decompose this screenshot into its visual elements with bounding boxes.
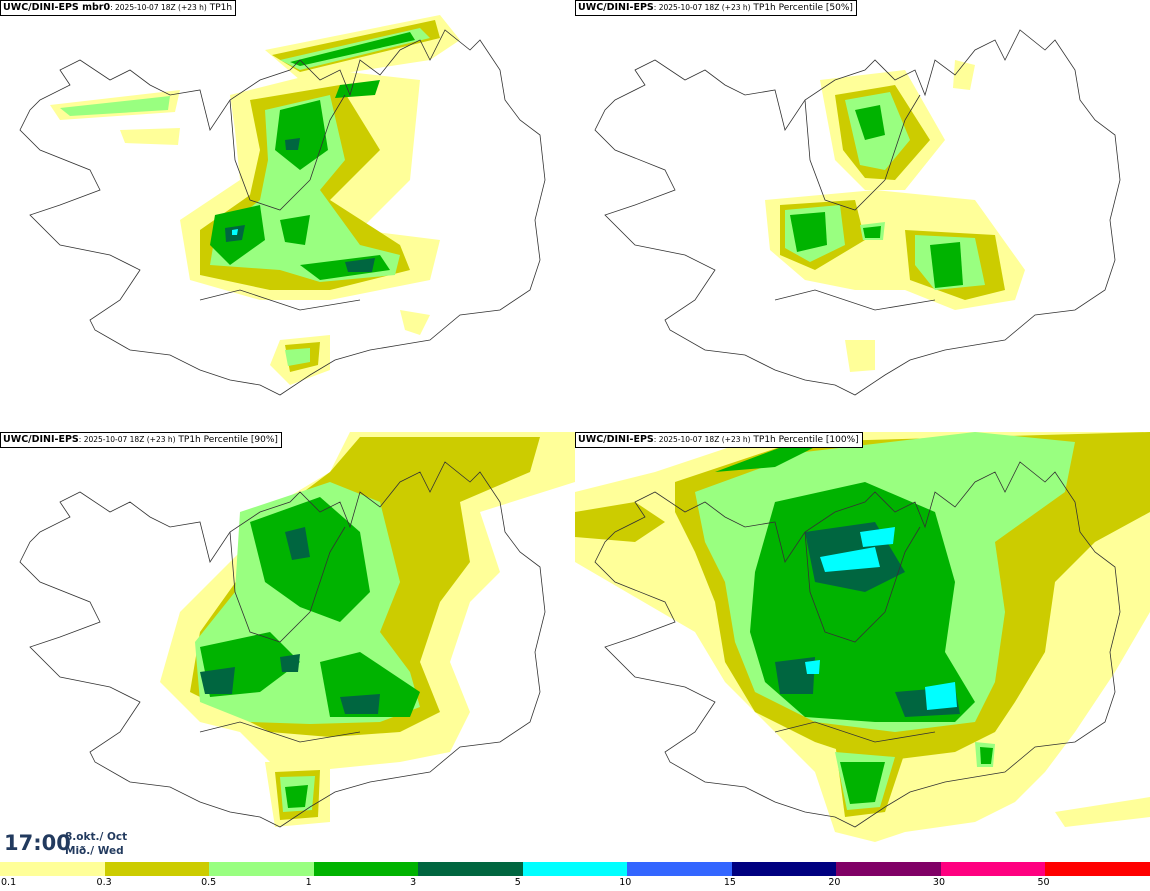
precip-colorbar: 0.1 0.3 0.5 1 3 5 10 15 20 30 50 bbox=[0, 862, 1150, 891]
coastline bbox=[19, 29, 546, 396]
precip-map bbox=[19, 15, 546, 396]
panel-field: TP1h Percentile [50%] bbox=[750, 3, 853, 13]
colorbar-tick-label: 20 bbox=[828, 877, 841, 888]
colorbar-segment bbox=[209, 862, 315, 876]
colorbar-segment bbox=[313, 862, 419, 876]
colorbar-segment bbox=[627, 862, 733, 876]
colorbar-tick-label: 3 bbox=[410, 877, 417, 888]
map-panel-mbr0: UWC/DINI-EPS mbr0: 2025-10-07 18Z (+23 h… bbox=[0, 0, 575, 432]
colorbar-tick-label: 0.3 bbox=[96, 877, 112, 888]
colorbar-segment bbox=[940, 862, 1046, 876]
colorbar-segment bbox=[1045, 862, 1150, 876]
map-panel-p50: UWC/DINI-EPS: 2025-10-07 18Z (+23 h) TP1… bbox=[575, 0, 1150, 432]
colorbar-tick-label: 0.5 bbox=[201, 877, 217, 888]
valid-time: 17:00 bbox=[4, 831, 71, 855]
panel-model: UWC/DINI-EPS bbox=[578, 434, 654, 445]
panel-run: : 2025-10-07 18Z (+23 h) bbox=[78, 435, 176, 444]
panel-run: : 2025-10-07 18Z (+23 h) bbox=[653, 3, 751, 12]
colorbar-segment bbox=[0, 862, 106, 876]
colorbar-tick-label: 1 bbox=[305, 877, 312, 888]
coastline bbox=[19, 461, 546, 828]
panel-model: UWC/DINI-EPS bbox=[3, 434, 79, 445]
colorbar-tick-label: 30 bbox=[932, 877, 945, 888]
precip-map bbox=[19, 432, 575, 828]
coastline bbox=[594, 461, 1121, 828]
panel-model: UWC/DINI-EPS bbox=[578, 2, 654, 13]
panel-model: UWC/DINI-EPS mbr0 bbox=[3, 2, 111, 13]
colorbar-tick-label: 0.1 bbox=[1, 877, 17, 888]
panel-title: UWC/DINI-EPS: 2025-10-07 18Z (+23 h) TP1… bbox=[575, 0, 857, 16]
precip-shading bbox=[50, 15, 460, 385]
colorbar-segment bbox=[104, 862, 210, 876]
valid-date: 8.okt./ Oct bbox=[65, 831, 128, 843]
precip-shading bbox=[575, 432, 1150, 842]
panel-run: : 2025-10-07 18Z (+23 h) bbox=[653, 435, 751, 444]
colorbar-tick-label: 5 bbox=[514, 877, 521, 888]
colorbar-segment bbox=[418, 862, 524, 876]
precip-shading bbox=[765, 60, 1025, 372]
panel-field: TP1h Percentile [100%] bbox=[750, 435, 859, 445]
panel-field: TP1h bbox=[206, 3, 233, 13]
precip-shading bbox=[160, 432, 575, 827]
map-panel-p100: UWC/DINI-EPS: 2025-10-07 18Z (+23 h) TP1… bbox=[575, 432, 1150, 864]
panel-title: UWC/DINI-EPS mbr0: 2025-10-07 18Z (+23 h… bbox=[0, 0, 237, 16]
panel-field: TP1h Percentile [90%] bbox=[175, 435, 278, 445]
valid-time-box: 17:00 8.okt./ Oct Mið./ Wed bbox=[0, 828, 128, 862]
colorbar-segment bbox=[522, 862, 628, 876]
panel-title: UWC/DINI-EPS: 2025-10-07 18Z (+23 h) TP1… bbox=[0, 432, 282, 448]
precip-map bbox=[594, 29, 1121, 396]
coastline bbox=[594, 29, 1121, 396]
colorbar-tick-label: 15 bbox=[723, 877, 736, 888]
valid-weekday: Mið./ Wed bbox=[65, 845, 124, 857]
colorbar-tick-label: 50 bbox=[1037, 877, 1050, 888]
colorbar-tick-label: 10 bbox=[619, 877, 632, 888]
colorbar-segment bbox=[836, 862, 942, 876]
map-panel-p90: UWC/DINI-EPS: 2025-10-07 18Z (+23 h) TP1… bbox=[0, 432, 575, 864]
panel-title: UWC/DINI-EPS: 2025-10-07 18Z (+23 h) TP1… bbox=[575, 432, 863, 448]
colorbar-segment bbox=[731, 862, 837, 876]
panel-run: : 2025-10-07 18Z (+23 h) bbox=[110, 3, 207, 12]
precip-map bbox=[575, 432, 1150, 842]
